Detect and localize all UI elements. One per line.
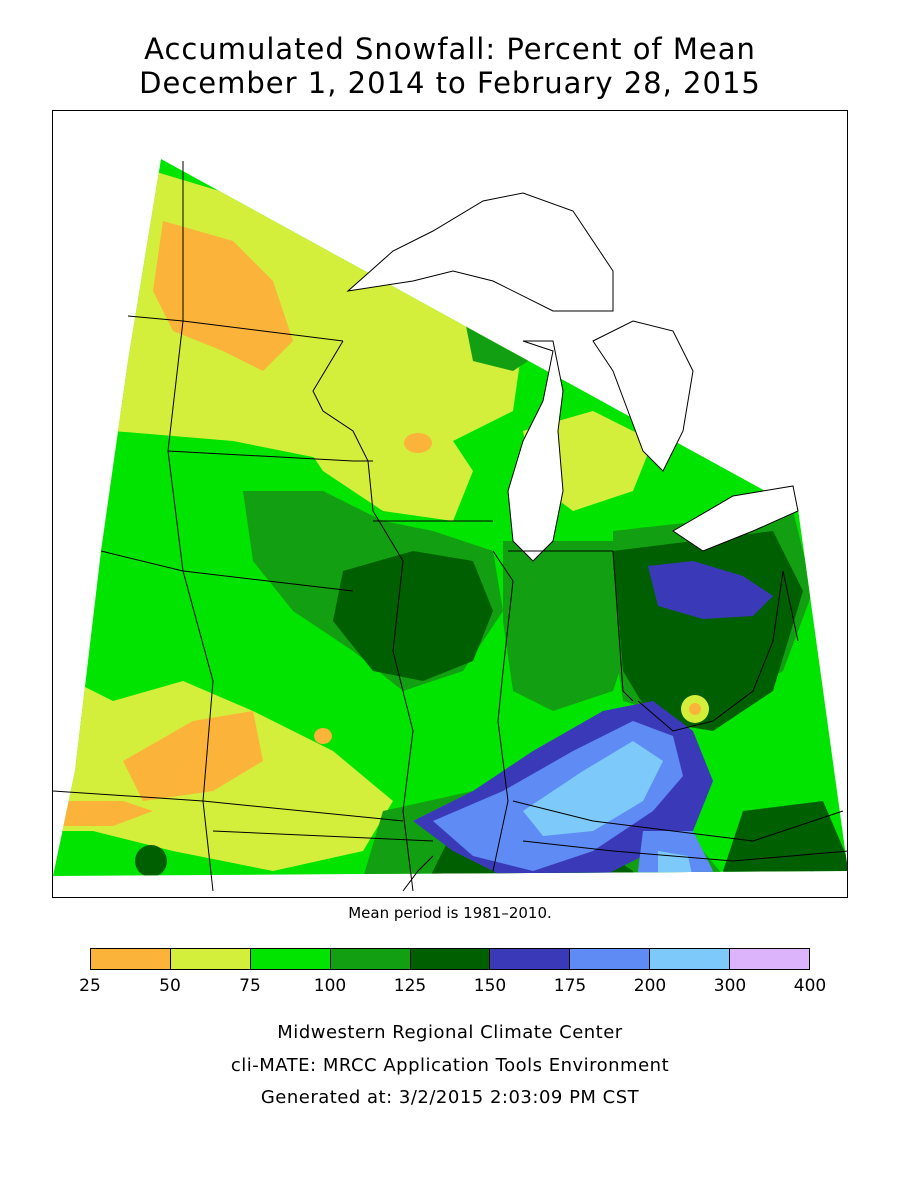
legend-swatch-150-175 [490,949,571,969]
legend-tick-label: 25 [79,976,101,996]
legend-tick-label: 200 [633,976,667,996]
legend-swatch-100-125 [330,949,411,969]
legend-swatch-200-300 [650,949,731,969]
great-lakes [346,192,799,562]
legend-swatch-25-50 [91,949,171,969]
legend-swatch-75-100 [250,949,331,969]
state-boundaries [53,161,847,892]
legend-tick-label: 125 [393,976,427,996]
credit-application: cli-MATE: MRCC Application Tools Environ… [230,1055,670,1076]
legend-tick-label: 75 [239,976,261,996]
mean-period-note: Mean period is 1981–2010. [348,904,552,922]
map-title-line2: December 1, 2014 to February 28, 2015 [139,66,761,100]
legend-swatch-125-150 [410,949,491,969]
legend-tick-label: 400 [793,976,827,996]
legend-tick-label: 300 [713,976,747,996]
lake-huron [592,320,694,472]
lake-superior [346,192,614,312]
legend-swatch-175-200 [570,949,651,969]
legend-tick-label: 50 [159,976,181,996]
legend-tick-label: 100 [313,976,347,996]
credit-generated: Generated at: 3/2/2015 2:03:09 PM CST [260,1087,640,1108]
credit-organization: Midwestern Regional Climate Center [277,1022,623,1043]
map-title-line1: Accumulated Snowfall: Percent of Mean [144,32,756,66]
legend-tick-label: 150 [473,976,507,996]
snowfall-map [52,110,848,898]
legend-swatch-50-75 [170,949,251,969]
lake-erie [672,485,799,552]
color-legend [90,948,810,970]
legend-tick-label: 175 [553,976,587,996]
lake-michigan [507,340,564,562]
map-canvas [53,159,847,892]
legend-swatch-300-400 [730,949,810,969]
